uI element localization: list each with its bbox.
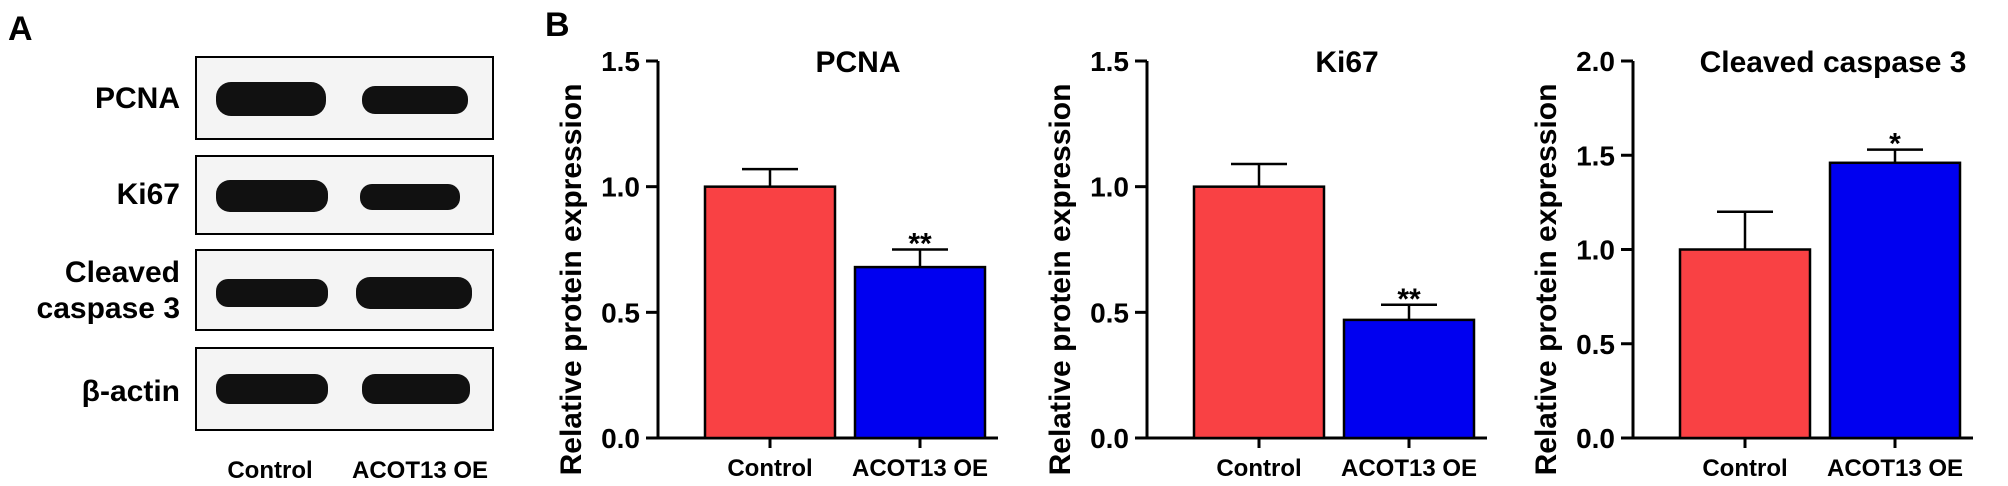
y-tick-label: 1.5 [1576, 140, 1615, 171]
chart-title: PCNA [815, 46, 900, 79]
band-actin-control [216, 374, 328, 404]
y-axis-label: Relative protein expression [1044, 84, 1077, 476]
bar-control [1678, 248, 1812, 440]
bar-acot13 [853, 265, 987, 440]
blot-row-beta-actin: β-actin [82, 347, 494, 431]
lane-label-control: Control [227, 457, 312, 484]
x-tick-label-control: Control [1702, 455, 1787, 482]
y-tick-label: 0.5 [601, 297, 640, 328]
y-tick-label: 1.5 [601, 46, 640, 77]
y-tick-label: 0.5 [1090, 297, 1129, 328]
blot-row-ki67: Ki67 [117, 155, 494, 235]
band-ki67-control [216, 180, 328, 212]
blot-row-cleaved-caspase3: Cleaved caspase 3 [37, 249, 494, 331]
significance-marker-acot13: * [1889, 128, 1901, 161]
x-tick-label-acot13: ACOT13 OE [1827, 455, 1963, 482]
chart-cleaved-caspase3: 0.0 0.5 1.0 1.5 2.0 Relative protein expressi… [1530, 46, 1973, 482]
y-tick-label: 1.0 [1576, 235, 1615, 266]
x-tick-label-control: Control [1216, 455, 1301, 482]
band-cleaved-acot13 [356, 277, 472, 309]
blot-label-pcna: PCNA [95, 82, 180, 115]
chart-title: Cleaved caspase 3 [1700, 46, 1967, 79]
chart-title: Ki67 [1315, 46, 1378, 79]
chart-ki67: 0.0 0.5 1.0 1.5 Relative protein expression K… [1044, 46, 1487, 482]
blot-label-cleaved-line2: caspase 3 [37, 292, 180, 325]
y-tick-label: 0.0 [601, 423, 640, 454]
panel-b-label: B [545, 6, 570, 44]
y-tick-label: 0.5 [1576, 329, 1615, 360]
bar-acot13 [1342, 318, 1476, 440]
x-tick-label-control: Control [727, 455, 812, 482]
x-tick-label-acot13: ACOT13 OE [1341, 455, 1477, 482]
panel-a-western-blot: A PCNA Ki67 Cleaved caspase 3 β-actin [8, 10, 494, 484]
band-actin-acot13 [362, 374, 470, 404]
blot-label-ki67: Ki67 [117, 178, 180, 211]
y-tick-label: 1.5 [1090, 46, 1129, 77]
blot-row-pcna: PCNA [95, 56, 494, 140]
bar-acot13 [1828, 161, 1962, 440]
y-tick-label: 0.0 [1090, 423, 1129, 454]
blot-label-cleaved-line1: Cleaved [65, 256, 180, 289]
y-tick-label: 1.0 [1090, 172, 1129, 203]
band-pcna-acot13 [362, 86, 468, 114]
significance-marker-acot13: ** [908, 228, 932, 261]
band-cleaved-control [216, 279, 328, 307]
lane-label-acot13: ACOT13 OE [352, 457, 488, 484]
band-ki67-acot13 [360, 184, 460, 210]
bar-control [703, 185, 837, 440]
significance-marker-acot13: ** [1397, 283, 1421, 316]
y-tick-label: 1.0 [601, 172, 640, 203]
y-tick-label: 0.0 [1576, 423, 1615, 454]
y-axis-label: Relative protein expression [1530, 84, 1563, 476]
band-pcna-control [216, 82, 326, 116]
chart-pcna: 0.0 0.5 1.0 1.5 Relative protein expression P… [555, 46, 998, 482]
y-tick-label: 2.0 [1576, 46, 1615, 77]
panel-a-label: A [8, 10, 33, 48]
bar-control [1192, 185, 1326, 440]
y-axis-label: Relative protein expression [555, 84, 588, 476]
x-tick-label-acot13: ACOT13 OE [852, 455, 988, 482]
blot-label-beta-actin: β-actin [82, 375, 180, 408]
